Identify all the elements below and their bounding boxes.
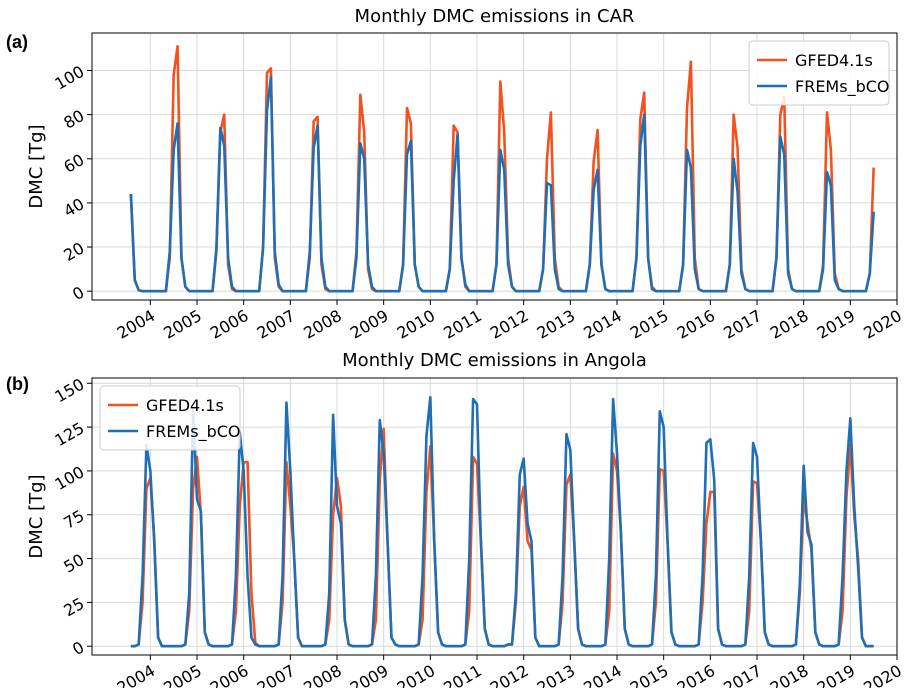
y-tick-label: 20 xyxy=(60,238,87,265)
plot-frame xyxy=(91,377,898,656)
y-tick-label: 150 xyxy=(52,375,88,407)
y-tick-label: 50 xyxy=(60,550,87,577)
y-tick-label: 0 xyxy=(69,638,87,660)
x-tick-label: 2017 xyxy=(720,661,765,688)
x-tick-label: 2018 xyxy=(767,306,812,343)
x-tick-label: 2004 xyxy=(114,661,159,688)
x-tick-label: 2011 xyxy=(440,306,485,343)
x-tick-label: 2012 xyxy=(487,306,532,343)
x-tick-label: 2013 xyxy=(534,306,579,343)
x-tick-label: 2020 xyxy=(860,661,905,688)
legend-box xyxy=(748,40,890,106)
y-axis-label: DMC [Tg] xyxy=(26,474,47,558)
x-tick-label: 2016 xyxy=(674,306,719,343)
y-axis-label: DMC [Tg] xyxy=(26,124,47,208)
legend-label: FREMs_bCO xyxy=(795,77,890,97)
y-tick-label: 40 xyxy=(60,194,87,221)
x-tick-label: 2016 xyxy=(674,661,719,688)
legend-label: GFED4.1s xyxy=(795,51,873,70)
x-tick-label: 2006 xyxy=(207,306,252,343)
x-tick-label: 2020 xyxy=(860,306,905,343)
x-tick-label: 2010 xyxy=(394,306,439,343)
x-tick-label: 2015 xyxy=(627,306,672,343)
x-tick-label: 2008 xyxy=(300,661,345,688)
x-tick-label: 2009 xyxy=(347,306,392,343)
x-tick-label: 2007 xyxy=(254,306,299,343)
x-tick-label: 2008 xyxy=(300,306,345,343)
y-tick-label: 0 xyxy=(69,283,87,305)
x-tick-label: 2013 xyxy=(534,661,579,688)
y-tick-label: 25 xyxy=(60,594,87,621)
x-tick-label: 2017 xyxy=(720,306,765,343)
x-tick-label: 2005 xyxy=(160,306,205,343)
data-line xyxy=(129,75,875,293)
legend-label: FREMs_bCO xyxy=(146,422,241,442)
x-tick-label: 2019 xyxy=(814,306,859,343)
x-tick-label: 2010 xyxy=(394,661,439,688)
y-tick-label: 60 xyxy=(60,150,87,177)
panel-label: (b) xyxy=(6,374,29,394)
legend-label: GFED4.1s xyxy=(146,396,224,415)
x-tick-label: 2007 xyxy=(254,661,299,688)
data-line xyxy=(130,395,874,648)
y-tick-label: 75 xyxy=(60,506,87,533)
x-tick-label: 2005 xyxy=(160,661,205,688)
x-tick-label: 2014 xyxy=(580,306,625,343)
x-tick-label: 2004 xyxy=(114,306,159,343)
x-tick-label: 2019 xyxy=(814,661,859,688)
x-tick-label: 2009 xyxy=(347,661,392,688)
plot-frame xyxy=(91,32,898,301)
y-tick-label: 80 xyxy=(60,106,87,133)
y-tick-label: 100 xyxy=(52,462,88,494)
x-tick-label: 2006 xyxy=(207,661,252,688)
panel-label: (a) xyxy=(6,32,28,52)
chart-title: Monthly DMC emissions in CAR xyxy=(355,6,635,27)
x-tick-label: 2018 xyxy=(767,661,812,688)
y-tick-label: 125 xyxy=(52,418,88,450)
x-tick-label: 2011 xyxy=(440,661,485,688)
x-tick-label: 2015 xyxy=(627,661,672,688)
legend-box xyxy=(99,385,241,451)
x-tick-label: 2012 xyxy=(487,661,532,688)
chart-title: Monthly DMC emissions in Angola xyxy=(342,350,647,371)
x-tick-label: 2014 xyxy=(580,661,625,688)
y-tick-label: 100 xyxy=(52,62,88,94)
